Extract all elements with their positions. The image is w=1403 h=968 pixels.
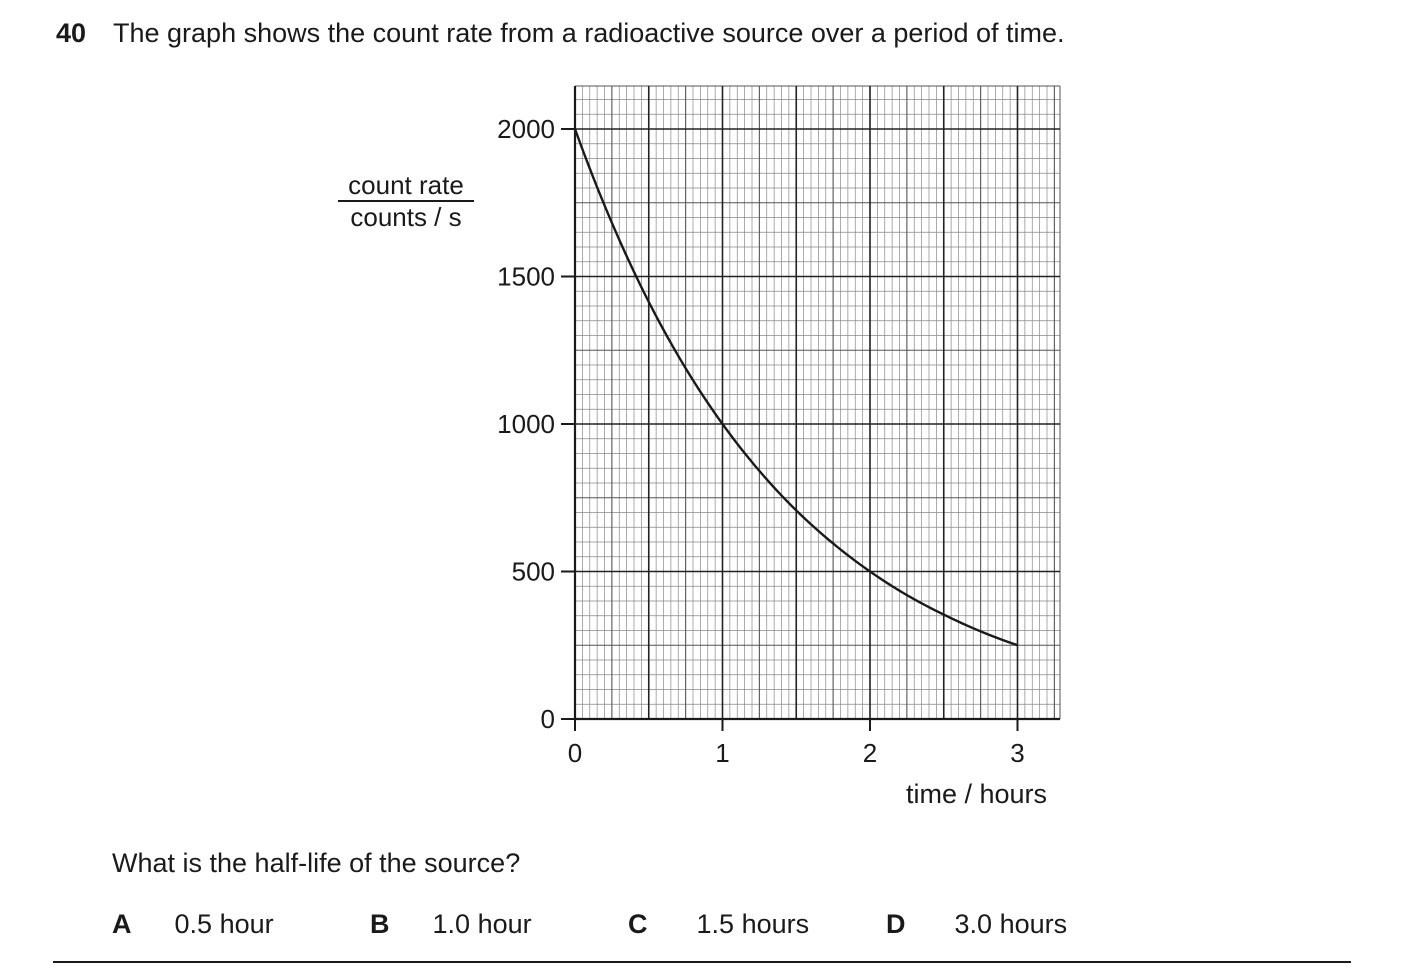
x-tick-label: 0	[568, 738, 582, 768]
bottom-rule	[53, 961, 1351, 963]
y-tick-label: 500	[512, 557, 555, 587]
minor-grid	[575, 86, 1060, 719]
option-letter: B	[370, 909, 390, 939]
y-tick-label: 0	[541, 704, 555, 734]
major-grid	[574, 86, 1060, 720]
x-axis-label: time / hours	[906, 779, 1048, 809]
option-letter: C	[628, 909, 648, 939]
option-text: 0.5 hour	[174, 909, 274, 939]
y-tick-label: 2000	[497, 114, 555, 144]
y-axis-label-quantity: count rate	[338, 170, 474, 202]
question-number: 40	[56, 18, 87, 48]
y-tick-label: 1000	[497, 409, 555, 439]
y-axis-label: count rate counts / s	[338, 170, 474, 232]
ticks: 0 500 1000 1500 2000 0 1 2 3	[497, 114, 1025, 768]
option-b[interactable]: B 1.0 hour	[370, 909, 532, 940]
decay-curve	[573, 128, 1018, 647]
option-d[interactable]: D 3.0 hours	[886, 909, 1067, 940]
x-tick-label: 3	[1010, 738, 1024, 768]
option-text: 1.5 hours	[696, 909, 810, 939]
mid-grid	[575, 85, 1061, 719]
y-axis-label-unit: counts / s	[350, 202, 462, 232]
option-text: 3.0 hours	[954, 909, 1068, 939]
option-a[interactable]: A 0.5 hour	[112, 909, 274, 940]
question-text: The graph shows the count rate from a ra…	[113, 18, 1065, 48]
y-tick-label: 1500	[497, 262, 555, 292]
option-letter: D	[886, 909, 906, 939]
question-prompt: What is the half-life of the source?	[112, 848, 521, 878]
option-text: 1.0 hour	[432, 909, 532, 939]
option-letter: A	[112, 909, 132, 939]
option-c[interactable]: C 1.5 hours	[628, 909, 809, 940]
x-tick-label: 1	[715, 738, 729, 768]
axes	[573, 86, 1060, 721]
x-tick-label: 2	[863, 738, 877, 768]
data-series	[573, 128, 1018, 647]
